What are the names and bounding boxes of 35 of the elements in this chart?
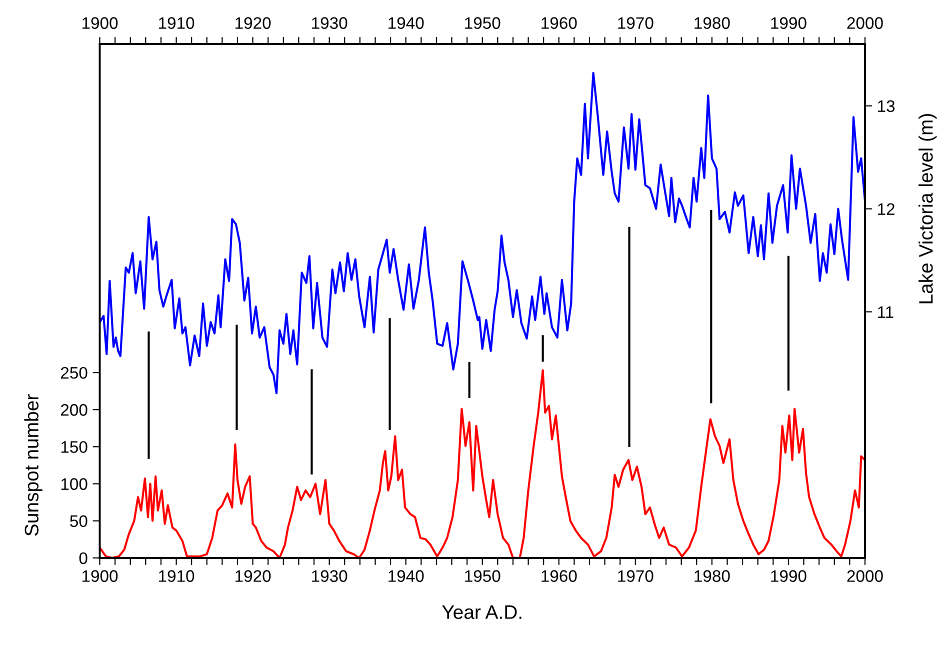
x2-tick-label: 1970 bbox=[618, 17, 654, 29]
x-tick-label: 1910 bbox=[159, 570, 194, 582]
x2-tick-label: 1980 bbox=[694, 17, 730, 29]
x-tick-label: 1960 bbox=[542, 570, 577, 582]
x-tick-label: 1990 bbox=[771, 570, 806, 582]
x-tick-label: 1970 bbox=[618, 570, 654, 582]
x-axis-title: Year A.D. bbox=[442, 605, 522, 619]
x2-tick-label: 1920 bbox=[236, 17, 271, 29]
y-axis-title: Sunspot number bbox=[24, 394, 42, 536]
y-tick-label: 250 bbox=[60, 366, 88, 379]
y-tick-label: 0 bbox=[79, 552, 88, 564]
y-tick-label: 150 bbox=[61, 441, 88, 453]
x-tick-label: 1940 bbox=[388, 570, 424, 582]
y2-axis-title: Lake Victoria level (m) bbox=[918, 114, 937, 304]
y2-tick-label: 13 bbox=[878, 100, 895, 112]
x2-tick-label: 1950 bbox=[465, 17, 500, 29]
line-series bbox=[100, 72, 865, 394]
x2-tick-label: 1930 bbox=[312, 17, 348, 29]
x2-tick-label: 1940 bbox=[388, 17, 424, 29]
y2-tick-label: 11 bbox=[878, 306, 894, 318]
x-tick-label: 1950 bbox=[465, 570, 500, 582]
x-tick-label: 1980 bbox=[694, 570, 730, 582]
x2-tick-label: 1900 bbox=[82, 17, 118, 29]
y-tick-label: 200 bbox=[60, 404, 88, 416]
x2-tick-label: 1910 bbox=[159, 17, 194, 29]
x-tick-label: 1900 bbox=[82, 570, 118, 582]
y-tick-label: 50 bbox=[70, 515, 88, 528]
x-tick-label: 1930 bbox=[312, 570, 348, 582]
x2-tick-label: 1990 bbox=[771, 17, 806, 29]
x-tick-label: 1920 bbox=[236, 570, 271, 582]
x2-tick-label: 2000 bbox=[847, 17, 883, 29]
y-tick-label: 100 bbox=[61, 478, 88, 490]
x-tick-label: 2000 bbox=[847, 570, 883, 582]
x2-tick-label: 1960 bbox=[542, 17, 577, 29]
y2-tick-label: 12 bbox=[878, 203, 894, 215]
